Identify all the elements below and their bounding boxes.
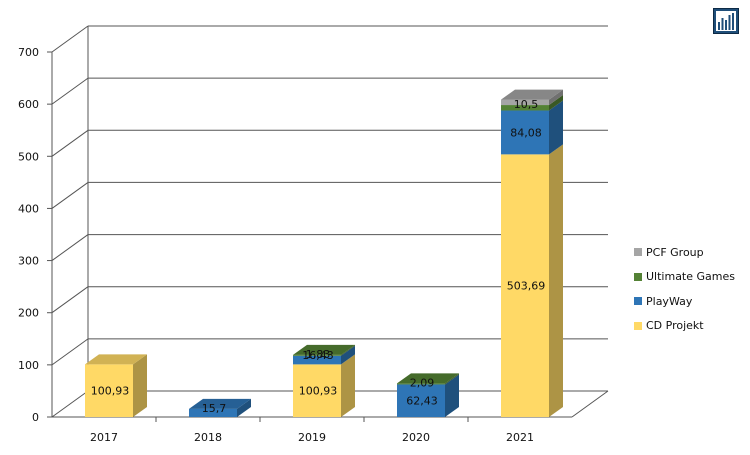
bar-side bbox=[445, 373, 459, 385]
data-labels: 100,93 15,7 100,93 16,431,83 62,43 2,09 503,69… bbox=[91, 98, 546, 415]
data-label: 16,43 bbox=[302, 349, 334, 362]
bar-segment bbox=[397, 374, 459, 417]
gridline-depth bbox=[51, 129, 89, 157]
bar-side bbox=[445, 374, 459, 417]
bar-side bbox=[549, 95, 563, 111]
legend-swatch bbox=[634, 248, 642, 257]
gridline-depth bbox=[51, 25, 89, 53]
x-tick-label: 2018 bbox=[194, 431, 222, 444]
bar-side bbox=[133, 354, 147, 417]
bar-segment bbox=[189, 398, 251, 417]
bar-segment bbox=[293, 354, 355, 417]
bar-side bbox=[549, 144, 563, 418]
data-label: 100,93 bbox=[91, 385, 130, 398]
bar-side bbox=[341, 354, 355, 417]
bar-segment bbox=[501, 100, 563, 155]
bar-front bbox=[293, 364, 341, 417]
bar-front bbox=[293, 354, 341, 356]
legend-item: Ultimate Games bbox=[634, 265, 746, 290]
bar-top bbox=[189, 398, 251, 409]
bar-side bbox=[341, 344, 355, 356]
legend: PCF Group Ultimate Games PlayWay CD Projekt bbox=[634, 240, 746, 338]
bar-segment bbox=[501, 89, 563, 106]
bar-front bbox=[501, 154, 549, 418]
legend-item: PlayWay bbox=[634, 289, 746, 314]
y-tick-label: 0 bbox=[32, 411, 39, 424]
data-label: 503,69 bbox=[507, 280, 546, 293]
x-tick-label: 2020 bbox=[402, 431, 430, 444]
legend-swatch bbox=[634, 297, 642, 306]
y-tick-label: 400 bbox=[18, 202, 39, 215]
data-label: 10,5 bbox=[514, 98, 539, 111]
x-tick-label: 2019 bbox=[298, 431, 326, 444]
bar-front bbox=[293, 355, 341, 365]
y-tick-label: 100 bbox=[18, 359, 39, 372]
legend-label: CD Projekt bbox=[646, 319, 704, 333]
legend-item: CD Projekt bbox=[634, 314, 746, 339]
bar-side bbox=[341, 345, 355, 365]
y-tick-label: 500 bbox=[18, 150, 39, 163]
gridline-depth bbox=[51, 182, 89, 209]
gridline-depth bbox=[51, 338, 89, 366]
legend-label: PlayWay bbox=[646, 294, 693, 308]
data-label: 62,43 bbox=[406, 395, 438, 408]
bar-side bbox=[237, 398, 251, 417]
bar-top bbox=[397, 373, 459, 384]
bar-segment bbox=[85, 354, 147, 417]
y-tick-label: 700 bbox=[18, 46, 39, 59]
bar-front bbox=[501, 105, 549, 111]
bar-side bbox=[549, 100, 563, 155]
bar-front bbox=[501, 110, 549, 155]
data-label: 100,93 bbox=[299, 385, 338, 398]
bar-chart-logo-icon bbox=[713, 8, 739, 34]
bar-top bbox=[293, 344, 355, 355]
bar-top bbox=[501, 89, 563, 100]
bar-segment bbox=[501, 95, 563, 111]
data-label: 2,09 bbox=[410, 376, 435, 389]
bar-front bbox=[501, 99, 549, 106]
x-tick-label: 2017 bbox=[90, 431, 118, 444]
bar-side bbox=[549, 89, 563, 106]
bar-front bbox=[85, 364, 133, 417]
gridline-depth bbox=[51, 390, 89, 418]
gridline-depth bbox=[51, 286, 89, 314]
bar-front bbox=[397, 383, 445, 385]
data-label: 84,08 bbox=[510, 126, 542, 139]
bar-front bbox=[397, 384, 445, 417]
legend-item: PCF Group bbox=[634, 240, 746, 265]
y-tick-label: 200 bbox=[18, 307, 39, 320]
data-label: 1,83 bbox=[306, 348, 331, 361]
bar-segment bbox=[293, 344, 355, 356]
x-tick-label: 2021 bbox=[506, 431, 534, 444]
bar-segment bbox=[293, 345, 355, 365]
legend-label: Ultimate Games bbox=[646, 270, 735, 284]
y-tick-label: 300 bbox=[18, 255, 39, 268]
data-label: 15,7 bbox=[202, 402, 227, 415]
gridline-depth bbox=[51, 234, 89, 261]
legend-label: PCF Group bbox=[646, 245, 704, 259]
bar-front bbox=[189, 408, 237, 417]
gridline-depth bbox=[51, 77, 89, 105]
bars bbox=[85, 89, 563, 418]
floor-right-edge bbox=[571, 390, 609, 418]
legend-swatch bbox=[634, 321, 642, 330]
y-tick-label: 600 bbox=[18, 98, 39, 111]
legend-swatch bbox=[634, 272, 642, 281]
bar-segment bbox=[501, 144, 563, 418]
bar-segment bbox=[397, 373, 459, 385]
bar-top bbox=[85, 354, 147, 365]
